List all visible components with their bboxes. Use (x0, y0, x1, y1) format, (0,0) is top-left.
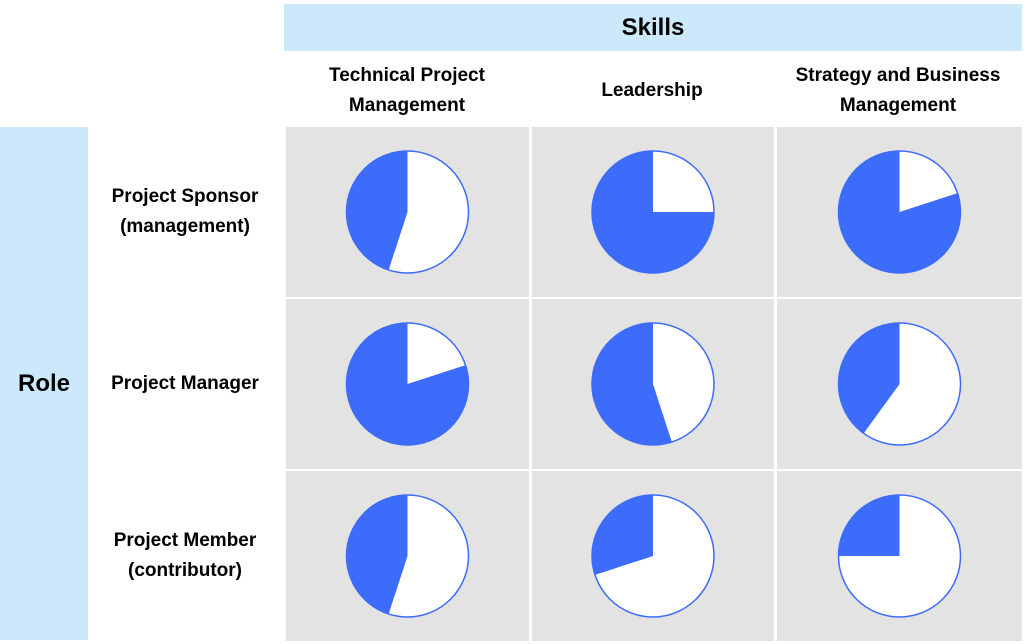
skills-header: Skills (284, 4, 1022, 51)
pie-slice (592, 495, 653, 575)
row-label-project-member: Project Member (contributor) (113, 530, 257, 581)
cell-project-sponsor-strategy-and-business-management (777, 127, 1022, 297)
role-header: Role (0, 127, 88, 640)
pie-slice (346, 495, 408, 615)
cell-project-manager-strategy-and-business-management (777, 299, 1022, 469)
row-label-project-sponsor: Project Sponsor (management) (111, 186, 259, 237)
pie-outline (837, 494, 962, 618)
pie-chart (345, 322, 470, 446)
pie-chart (591, 322, 715, 446)
cell-project-sponsor-leadership (532, 127, 774, 297)
pie-chart (591, 150, 715, 274)
pie-slice (838, 151, 961, 273)
cell-project-manager-leadership (532, 299, 774, 469)
pie-outline (591, 322, 715, 446)
column-label-leadership: Leadership (601, 80, 703, 101)
pie-outline (837, 322, 962, 446)
pie-outline (345, 322, 470, 446)
pie-chart (345, 494, 470, 618)
column-label-strategy-and-business-management: Strategy and Business Management (795, 65, 1001, 116)
pie-outline (345, 150, 470, 274)
pie-chart (837, 494, 962, 618)
pie-slice (838, 323, 900, 434)
cell-project-member-technical-project-management (286, 471, 529, 641)
row-label-project-manager: Project Manager (111, 373, 259, 394)
cell-project-member-strategy-and-business-management (777, 471, 1022, 641)
pie-slice (346, 151, 408, 271)
pie-slice (592, 151, 714, 273)
cell-project-sponsor-technical-project-management (286, 127, 529, 297)
pie-chart (345, 150, 470, 274)
pie-slice (346, 323, 469, 445)
pie-outline (591, 150, 715, 274)
column-label-technical-project-management: Technical Project Management (329, 65, 485, 116)
cell-project-manager-technical-project-management (286, 299, 529, 469)
cell-project-member-leadership (532, 471, 774, 641)
pie-chart (837, 322, 962, 446)
pie-outline (345, 494, 470, 618)
pie-outline (837, 150, 962, 274)
pie-slice (838, 495, 900, 556)
pie-chart (837, 150, 962, 274)
pie-slice (591, 323, 672, 445)
pie-outline (591, 494, 715, 618)
pie-chart (591, 494, 715, 618)
